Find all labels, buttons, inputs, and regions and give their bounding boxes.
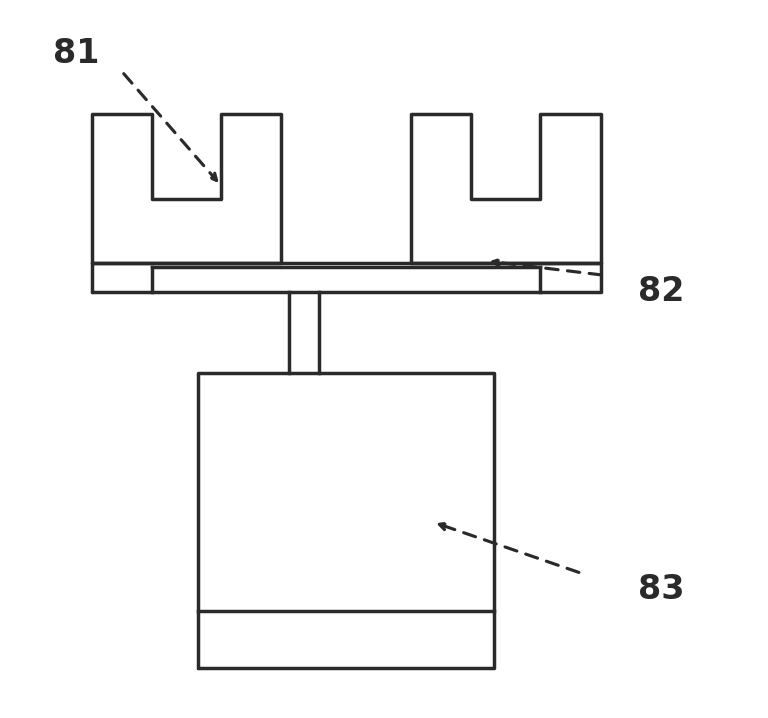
Text: 83: 83 <box>638 573 684 606</box>
Text: 82: 82 <box>638 275 684 308</box>
Text: 81: 81 <box>53 37 100 70</box>
